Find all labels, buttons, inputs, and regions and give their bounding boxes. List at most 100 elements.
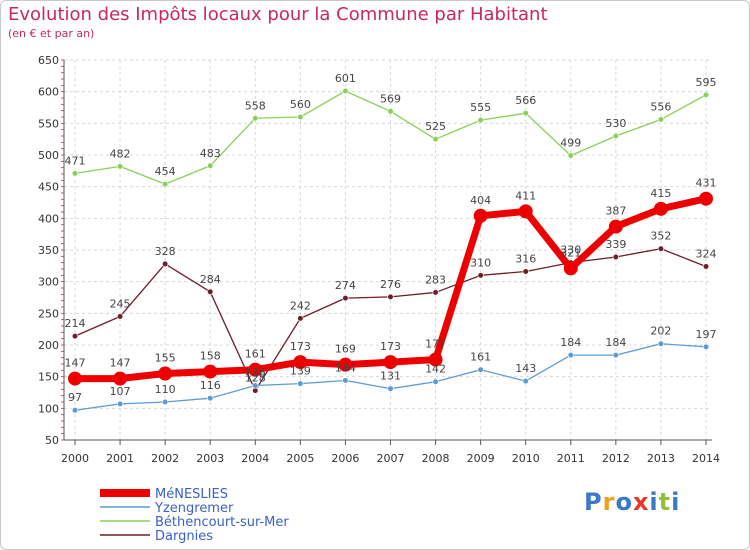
data-point bbox=[293, 355, 308, 370]
data-point bbox=[207, 288, 214, 295]
data-point bbox=[473, 208, 488, 223]
logo-letter: i bbox=[671, 488, 681, 516]
data-point bbox=[612, 132, 619, 140]
data-label: 595 bbox=[696, 76, 717, 89]
data-point bbox=[116, 313, 124, 320]
data-label: 147 bbox=[65, 357, 86, 370]
legend-label: Yzengremer bbox=[154, 501, 234, 516]
y-tick-label: 550 bbox=[38, 117, 59, 130]
y-tick-label: 100 bbox=[38, 402, 59, 415]
data-label: 328 bbox=[155, 245, 176, 258]
data-label: 173 bbox=[380, 340, 401, 353]
data-point bbox=[71, 333, 79, 340]
data-point bbox=[518, 204, 533, 219]
data-label: 284 bbox=[200, 273, 221, 286]
data-point bbox=[657, 340, 665, 347]
x-tick-label: 2005 bbox=[286, 452, 314, 465]
data-label: 245 bbox=[110, 298, 131, 311]
data-point bbox=[612, 352, 619, 359]
logo-letter: r bbox=[602, 488, 616, 516]
data-label: 131 bbox=[380, 370, 401, 383]
legend: MéNESLIESYzengremerBéthencourt-sur-MerDa… bbox=[100, 487, 289, 544]
data-label: 415 bbox=[650, 187, 671, 200]
x-tick-label: 2003 bbox=[196, 452, 224, 465]
grid-lines bbox=[64, 59, 712, 441]
data-label: 110 bbox=[155, 383, 176, 396]
data-point bbox=[567, 352, 574, 359]
y-tick-label: 250 bbox=[38, 307, 59, 320]
logo-letter: o bbox=[615, 488, 633, 516]
data-point bbox=[432, 289, 439, 296]
data-label: 242 bbox=[290, 299, 311, 312]
data-point bbox=[162, 398, 169, 406]
data-label: 116 bbox=[200, 379, 221, 392]
data-point bbox=[342, 87, 349, 95]
data-point bbox=[612, 253, 619, 261]
data-label: 558 bbox=[245, 99, 266, 112]
data-point bbox=[207, 162, 214, 169]
x-tick-label: 2008 bbox=[422, 452, 450, 465]
data-label: 202 bbox=[650, 325, 671, 338]
data-point bbox=[116, 400, 124, 408]
data-point bbox=[203, 364, 218, 379]
data-point bbox=[387, 293, 394, 300]
x-tick-label: 2009 bbox=[467, 452, 495, 465]
y-tick-label: 50 bbox=[45, 434, 59, 447]
data-label: 128 bbox=[245, 372, 266, 385]
data-label: 177 bbox=[425, 338, 446, 351]
y-tick-label: 500 bbox=[38, 149, 59, 162]
data-label: 566 bbox=[515, 94, 536, 107]
data-point bbox=[477, 117, 484, 124]
data-point bbox=[71, 407, 79, 414]
data-label: 431 bbox=[696, 177, 717, 190]
logo-letter: x bbox=[632, 488, 650, 516]
data-point bbox=[383, 355, 398, 370]
y-tick-label: 450 bbox=[38, 181, 59, 194]
data-label: 555 bbox=[470, 101, 491, 114]
x-tick-label: 2004 bbox=[241, 452, 269, 465]
data-label: 525 bbox=[425, 120, 446, 133]
x-tick-label: 2006 bbox=[331, 452, 359, 465]
data-label: 321 bbox=[560, 246, 581, 259]
data-point bbox=[342, 377, 349, 384]
series-lines bbox=[68, 87, 713, 414]
data-point bbox=[252, 387, 259, 394]
data-point bbox=[342, 295, 349, 302]
data-label: 184 bbox=[605, 336, 626, 349]
data-label: 330 bbox=[560, 244, 581, 257]
data-point bbox=[657, 116, 665, 123]
data-point bbox=[387, 385, 394, 392]
data-label: 499 bbox=[560, 137, 581, 150]
data-label: 161 bbox=[470, 351, 491, 364]
x-tick-label: 2010 bbox=[512, 452, 540, 465]
data-point bbox=[158, 366, 173, 381]
data-point bbox=[387, 108, 394, 115]
data-label: 184 bbox=[560, 336, 581, 349]
y-tick-label: 150 bbox=[38, 371, 59, 384]
data-point bbox=[252, 115, 259, 122]
data-point bbox=[657, 245, 665, 252]
data-label: 274 bbox=[335, 279, 356, 292]
data-label: 142 bbox=[425, 363, 446, 376]
data-point bbox=[432, 136, 439, 143]
data-label: 147 bbox=[110, 357, 131, 370]
data-label: 560 bbox=[290, 98, 311, 111]
proxiti-logo: Proxiti bbox=[584, 488, 680, 516]
legend-label: MéNESLIES bbox=[155, 487, 228, 502]
data-label: 556 bbox=[650, 101, 671, 114]
data-point bbox=[477, 272, 484, 279]
y-tick-label: 600 bbox=[38, 86, 59, 99]
data-point bbox=[477, 366, 484, 373]
data-point bbox=[116, 163, 124, 170]
data-point bbox=[297, 315, 304, 322]
data-label: 483 bbox=[200, 147, 221, 160]
axes: 50 100 150 200 250 300 350 400 450 500 550 600 650 20… bbox=[38, 54, 720, 465]
data-point bbox=[113, 371, 128, 386]
y-tick-label: 300 bbox=[38, 276, 59, 289]
x-tick-label: 2011 bbox=[557, 452, 585, 465]
data-label: 97 bbox=[68, 391, 82, 404]
data-point bbox=[338, 357, 353, 372]
x-tick-label: 2000 bbox=[61, 452, 89, 465]
data-label: 143 bbox=[515, 362, 536, 375]
data-point bbox=[608, 219, 623, 234]
